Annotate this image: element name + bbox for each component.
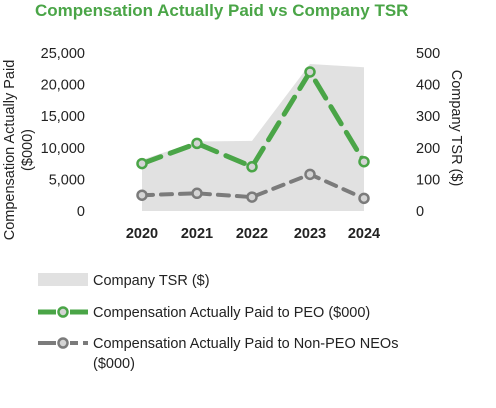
right-tick-label: 500: [416, 46, 440, 62]
legend-label-peo: Compensation Actually Paid to PEO ($000): [93, 305, 370, 321]
left-axis-ticks: 0 5,000 10,000 15,000 20,000 25,000: [41, 46, 85, 220]
right-tick-label: 200: [416, 141, 440, 157]
legend: Company TSR ($) Compensation Actually Pai…: [38, 273, 398, 372]
left-tick-label: 10,000: [41, 141, 85, 157]
legend-marker-peo: [57, 306, 69, 318]
peo-point: [136, 157, 148, 170]
left-tick-label: 5,000: [49, 172, 85, 188]
left-axis-label-line: Compensation Actually Paid: [2, 60, 18, 241]
peo-point: [246, 161, 258, 173]
left-tick-label: 25,000: [41, 46, 85, 62]
legend-label-neo-line: ($000): [93, 356, 135, 372]
neo-point: [304, 168, 316, 181]
x-tick-label: 2024: [348, 226, 380, 242]
series-marker-layer: [136, 66, 370, 205]
neo-point: [191, 187, 203, 200]
x-tick-label: 2023: [294, 226, 326, 242]
legend-label-tsr: Company TSR ($): [93, 273, 210, 289]
x-tick-label: 2022: [236, 226, 268, 242]
neo-point: [246, 191, 258, 203]
tsr-area-layer: [142, 64, 364, 211]
tsr-area: [142, 64, 364, 211]
legend-label-neo: Compensation Actually Paid to Non-PEO NE…: [93, 336, 398, 372]
neo-point: [136, 189, 148, 201]
legend-swatch-tsr: [38, 273, 88, 286]
right-axis-ticks: 0 100 200 300 400 500: [416, 46, 440, 220]
x-tick-label: 2021: [181, 226, 213, 242]
neo-line: [140, 172, 366, 201]
peo-point: [304, 66, 316, 78]
legend-label-neo-line: Compensation Actually Paid to Non-PEO NE…: [93, 336, 398, 352]
peo-point: [358, 155, 370, 168]
right-tick-label: 300: [416, 109, 440, 125]
right-tick-label: 0: [416, 204, 424, 220]
right-axis-label: Company TSR ($): [448, 70, 464, 187]
right-tick-label: 100: [416, 172, 440, 188]
left-axis-label: Compensation Actually Paid ($000): [2, 60, 36, 241]
left-axis-label-line: ($000): [20, 129, 36, 171]
chart-title: Compensation Actually Paid vs Company TS…: [35, 1, 408, 20]
peo-point: [191, 137, 203, 150]
left-tick-label: 15,000: [41, 109, 85, 125]
x-tick-label: 2020: [126, 226, 158, 242]
left-tick-label: 20,000: [41, 78, 85, 94]
x-axis-ticks: 2020 2021 2022 2023 2024: [126, 226, 380, 242]
legend-marker-neo: [57, 337, 69, 349]
left-tick-label: 0: [77, 204, 85, 220]
neo-point: [358, 192, 370, 205]
right-tick-label: 400: [416, 78, 440, 94]
